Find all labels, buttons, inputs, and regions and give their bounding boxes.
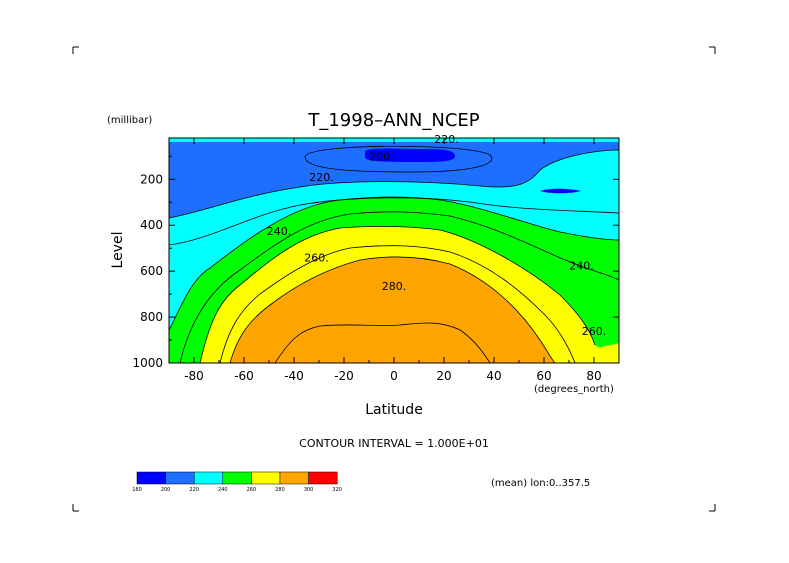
x-tick-label: 40 <box>486 369 501 383</box>
crop-mark-bottom-right <box>709 504 716 512</box>
y-tick-label: 400 <box>140 218 163 232</box>
fill-band-180-200-top <box>365 148 455 162</box>
colorbar-label: 280 <box>275 487 285 493</box>
x-tick-label: -20 <box>334 369 354 383</box>
fill-band-280-300 <box>230 256 555 363</box>
contour-label: 200. <box>369 150 394 163</box>
x-tick-label: 20 <box>436 369 451 383</box>
contour-line-290 <box>274 322 491 363</box>
plot-area: 200.220.220.240.240.260.280.260. -80 -60-… <box>132 133 620 383</box>
mean-note: (mean) lon:0..357.5 <box>491 478 590 489</box>
x-units-label: (degrees_north) <box>534 384 614 395</box>
x-axis: -80 -60 -40 -20 0 20 40 60 80 <box>168 138 620 383</box>
colorbar-swatch <box>308 471 338 485</box>
contour-lines <box>169 145 619 363</box>
contour-label: 220. <box>434 133 459 146</box>
contour-label: 240. <box>267 225 292 238</box>
contour-label: 220. <box>309 171 334 184</box>
x-tick-label: 0 <box>390 369 398 383</box>
y-tick-label: 600 <box>140 264 163 278</box>
y-axis-label: Level <box>110 232 126 269</box>
contour-line-270 <box>219 245 576 363</box>
crop-mark-top-right <box>709 46 716 54</box>
fill-band-180-200-right <box>540 188 581 194</box>
colorbar-swatch <box>222 471 252 485</box>
contour-line-220 <box>169 149 619 219</box>
colorbar-label: 320 <box>332 487 342 493</box>
y-units-label: (millibar) <box>107 115 152 126</box>
chart-title: T_1998–ANN_NCEP <box>307 110 479 131</box>
contour-line-210 <box>304 145 493 173</box>
contour-line-250 <box>179 211 619 363</box>
crop-mark-bottom-left <box>72 504 79 512</box>
colorbar-label: 260 <box>247 487 257 493</box>
contour-label: 280. <box>382 280 407 293</box>
y-axis: 200 400 600 800 1000 <box>132 155 619 370</box>
x-tick-label: -40 <box>284 369 304 383</box>
contour-line-280 <box>229 256 556 363</box>
x-axis-label: Latitude <box>365 402 423 418</box>
colorbar-label: 240 <box>218 487 228 493</box>
x-tick-label: -80 <box>184 369 204 383</box>
contour-line-230 <box>169 197 619 246</box>
colorbar: 180 200 220 240 260 280 300 320 <box>132 471 342 493</box>
x-tick-label: 80 <box>586 369 601 383</box>
contour-interval-note: CONTOUR INTERVAL = 1.000E+01 <box>299 437 489 450</box>
colorbar-swatch <box>251 471 281 485</box>
contour-line-240 <box>169 196 619 331</box>
colorbar-swatch <box>193 471 224 485</box>
contour-label: 260. <box>304 251 329 264</box>
y-tick-label: 800 <box>140 310 163 324</box>
y-tick-label: 200 <box>140 172 163 186</box>
colorbar-label: 220 <box>189 487 199 493</box>
contour-label: 260. <box>582 325 607 338</box>
contour-line-260 <box>199 225 596 363</box>
y-tick-label: 1000 <box>132 356 163 370</box>
x-tick-label: -60 <box>234 369 254 383</box>
colorbar-label: 200 <box>161 487 171 493</box>
x-tick-label: 60 <box>536 369 551 383</box>
colorbar-swatch <box>165 471 195 485</box>
crop-marks <box>72 46 716 512</box>
colorbar-swatch <box>136 471 166 485</box>
colorbar-label: 300 <box>304 487 314 493</box>
contour-label: 240. <box>569 259 594 272</box>
colorbar-label: 180 <box>132 487 142 493</box>
colorbar-swatch <box>279 471 309 485</box>
contour-labels: 200. 220. 220. 240. 240. 260. 280. 260. <box>267 133 607 338</box>
crop-mark-top-left <box>72 46 79 54</box>
